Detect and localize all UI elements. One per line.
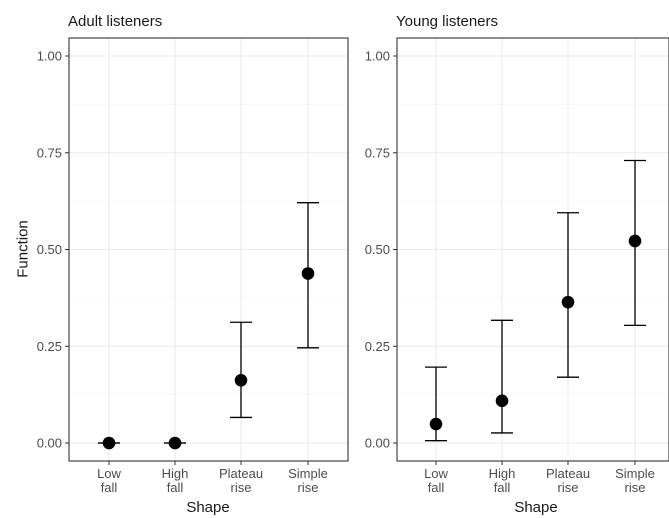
y-tick-label-young: 1.00 bbox=[365, 49, 390, 64]
y-tick-label-adult: 0.50 bbox=[37, 242, 62, 257]
panel-border-adult bbox=[68, 37, 349, 462]
y-tick-label-young: 0.75 bbox=[365, 145, 390, 160]
data-point-young bbox=[561, 295, 575, 309]
y-tick-label-young: 0.50 bbox=[365, 242, 390, 257]
x-tick-label-adult: Low bbox=[97, 466, 121, 481]
x-tick-label-young: rise bbox=[625, 480, 646, 495]
data-point-adult bbox=[301, 267, 315, 280]
panel-border-young bbox=[396, 37, 669, 462]
x-tick-label-adult: rise bbox=[231, 480, 252, 495]
data-point-adult bbox=[168, 436, 182, 450]
y-tick-label-young: 0.25 bbox=[365, 339, 390, 354]
x-tick-label-adult: High bbox=[162, 466, 189, 481]
x-tick-label-adult: Simple bbox=[288, 466, 328, 481]
x-tick-label-young: High bbox=[489, 466, 516, 481]
data-point-young bbox=[628, 234, 642, 248]
x-axis-title-adult: Shape bbox=[186, 499, 229, 516]
x-tick-label-adult: rise bbox=[298, 480, 319, 495]
y-axis-title: Function bbox=[15, 220, 32, 278]
y-tick-label-adult: 1.00 bbox=[37, 49, 62, 64]
x-tick-label-adult: Plateau bbox=[219, 466, 263, 481]
data-point-adult bbox=[102, 436, 116, 450]
data-point-adult bbox=[234, 374, 248, 387]
data-point-young bbox=[495, 394, 509, 408]
y-tick-label-young: 0.00 bbox=[365, 436, 390, 451]
x-tick-label-young: fall bbox=[494, 480, 511, 495]
y-tick-label-adult: 0.75 bbox=[37, 145, 62, 160]
y-tick-label-adult: 0.25 bbox=[37, 339, 62, 354]
x-axis-title-young: Shape bbox=[514, 499, 557, 516]
y-tick-label-adult: 0.00 bbox=[37, 436, 62, 451]
panel-title-young: Young listeners bbox=[396, 13, 498, 30]
data-point-young bbox=[429, 417, 443, 431]
x-tick-label-young: Low bbox=[424, 466, 448, 481]
panel-title-adult: Adult listeners bbox=[68, 13, 162, 30]
x-tick-label-young: rise bbox=[558, 480, 579, 495]
x-tick-label-young: fall bbox=[428, 480, 445, 495]
x-tick-label-adult: fall bbox=[167, 480, 184, 495]
x-tick-label-adult: fall bbox=[101, 480, 118, 495]
x-tick-label-young: Plateau bbox=[546, 466, 590, 481]
x-tick-label-young: Simple bbox=[615, 466, 655, 481]
